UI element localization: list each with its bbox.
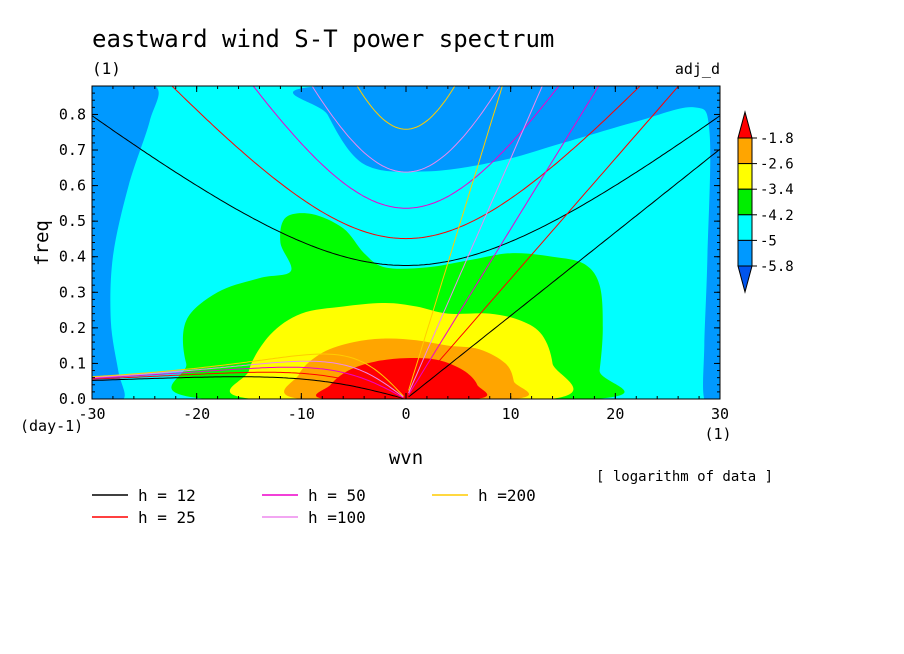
contour-region — [293, 86, 720, 399]
colorbar-label: -3.4 — [760, 182, 794, 198]
dispersion-curve-200 — [408, 86, 503, 391]
colorbar-label: -2.6 — [760, 157, 794, 173]
chart-title: eastward wind S-T power spectrum — [92, 25, 554, 53]
x-tick-label: 10 — [502, 405, 520, 423]
y-tick-label: 0.0 — [59, 390, 86, 408]
colorbar-box — [737, 214, 753, 241]
dispersion-curve-12 — [408, 148, 720, 398]
colorbar-box — [737, 188, 753, 216]
x-tick-label: -20 — [183, 405, 210, 423]
dispersion-curve-25 — [92, 371, 404, 399]
y-unit-label: (1) — [92, 59, 121, 78]
data-note: [ logarithm of data ] — [596, 469, 773, 485]
legend-label: h =200 — [478, 486, 536, 505]
dispersion-curve-25 — [171, 86, 641, 240]
y-tick-label: 0.6 — [59, 177, 86, 195]
y-tick-label: 0.1 — [59, 354, 86, 372]
legend-label: h = 12 — [138, 486, 196, 505]
dispersion-curve-25 — [408, 86, 680, 397]
colorbar: -1.8 -2.6 -3.4 -4.2 -5 -5.8 — [737, 110, 794, 294]
dispersion-curve-50 — [252, 86, 560, 209]
x-tick-label: 30 — [711, 405, 729, 423]
dispersion-curves — [92, 86, 720, 399]
plot-area — [92, 86, 720, 399]
x-tick-label: -30 — [78, 405, 105, 423]
dispersion-curve-12 — [92, 115, 720, 266]
legend-label: h =100 — [308, 508, 366, 527]
y-axis-label: freq — [31, 220, 53, 266]
dispersion-curve-12 — [92, 376, 404, 399]
y-tick-label: 0.2 — [59, 319, 86, 337]
colorbar-label: -5.8 — [760, 259, 794, 275]
y-tick-label: 0.5 — [59, 212, 86, 230]
colorbar-box — [737, 163, 753, 190]
run-label: adj_d — [675, 60, 720, 78]
colorbar-box — [737, 137, 753, 165]
y-tick-label: 0.4 — [59, 248, 86, 266]
x-axis-label: wvn — [389, 447, 423, 469]
y-tick-label: 0.3 — [59, 283, 86, 301]
x-tick-label: -10 — [288, 405, 315, 423]
y-tick-label: 0.8 — [59, 105, 86, 123]
dispersion-curve-100 — [311, 86, 501, 173]
x-axis: -30 -20 -10 0 10 20 30 — [78, 86, 729, 423]
x-tick-label: 0 — [401, 405, 410, 423]
legend-label: h = 25 — [138, 508, 196, 527]
legend: h = 12 h = 25 h = 50 h =100 h =200 — [92, 486, 536, 527]
colorbar-max-arrow — [737, 110, 753, 139]
y-axis: 0.0 0.1 0.2 0.3 0.4 0.5 0.6 0.7 0.8 — [59, 85, 720, 408]
y-tick-label: 0.7 — [59, 141, 86, 159]
contour-region — [92, 86, 159, 399]
colorbar-label: -1.8 — [760, 131, 794, 147]
dispersion-curve-200 — [92, 353, 404, 397]
dispersion-curve-50 — [92, 366, 404, 399]
x-tick-label: 20 — [606, 405, 624, 423]
colorbar-box — [737, 239, 753, 267]
dispersion-curve-100 — [92, 360, 404, 398]
dispersion-curve-50 — [408, 86, 600, 395]
colorbar-min-arrow — [737, 265, 753, 294]
y-unit-side-label: (day-1) — [20, 417, 83, 435]
dispersion-curve-100 — [408, 86, 543, 394]
colorbar-label: -5 — [760, 233, 777, 249]
x-unit-side-label: (1) — [704, 425, 731, 443]
contour-fill-layer — [92, 86, 720, 399]
colorbar-label: -4.2 — [760, 208, 794, 224]
dispersion-curve-200 — [356, 86, 456, 130]
legend-label: h = 50 — [308, 486, 366, 505]
